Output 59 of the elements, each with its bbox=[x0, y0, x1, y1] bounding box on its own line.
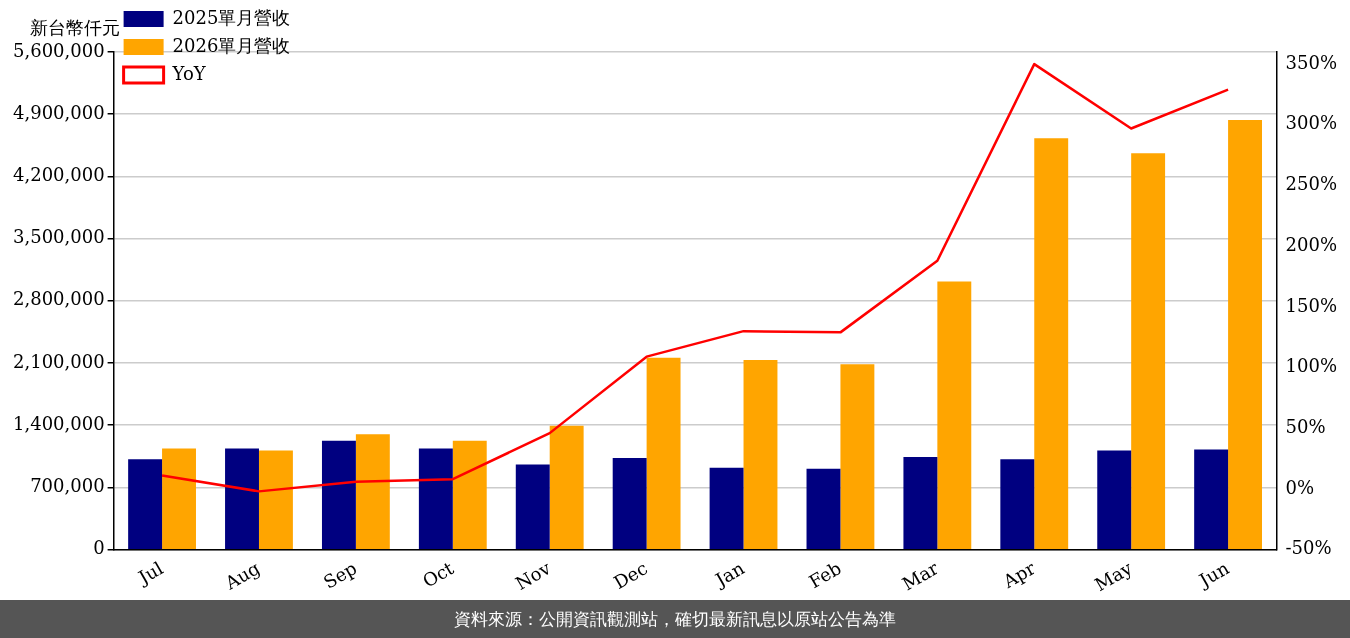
bar bbox=[162, 448, 196, 549]
bar bbox=[1131, 153, 1166, 549]
bar bbox=[1194, 449, 1229, 549]
x-tick-label: Sep bbox=[319, 557, 361, 593]
y2-tick-label: 0% bbox=[1285, 476, 1315, 498]
x-tick-label: Jun bbox=[1193, 557, 1233, 592]
bar bbox=[1097, 450, 1132, 549]
y-tick-label: 700,000 bbox=[30, 475, 105, 497]
bar bbox=[1000, 459, 1035, 549]
y-tick-label: 2,100,000 bbox=[13, 350, 105, 372]
y-tick-label: 3,500,000 bbox=[13, 226, 105, 248]
y-tick-label: 4,900,000 bbox=[13, 101, 105, 123]
bar bbox=[225, 448, 259, 549]
x-tick-label: Oct bbox=[418, 556, 458, 592]
y-axis-title: 新台幣仟元 bbox=[30, 17, 120, 38]
y2-tick-label: 150% bbox=[1285, 294, 1338, 316]
y-tick-label: 1,400,000 bbox=[13, 412, 105, 434]
x-tick-label: Jul bbox=[132, 557, 167, 589]
bar bbox=[128, 459, 163, 549]
y-tick-label: 4,200,000 bbox=[13, 164, 105, 186]
y2-tick-label: -50% bbox=[1285, 537, 1332, 559]
bar bbox=[258, 450, 293, 549]
bar bbox=[452, 440, 487, 549]
y2-tick-label: 200% bbox=[1285, 233, 1338, 255]
y2-tick-label: 100% bbox=[1285, 355, 1338, 377]
bar bbox=[1034, 138, 1069, 549]
bar bbox=[1228, 119, 1262, 549]
bar bbox=[937, 281, 972, 549]
y-tick-label: 5,600,000 bbox=[13, 39, 105, 61]
source-note: 資料來源：公開資訊觀測站，確切最新訊息以原站公告為準 bbox=[454, 607, 896, 631]
legend-label: YoY bbox=[171, 62, 207, 84]
legend-label: 2025單月營收 bbox=[172, 6, 291, 28]
bar bbox=[806, 468, 841, 549]
x-tick-label: Dec bbox=[610, 557, 651, 594]
bar bbox=[903, 457, 938, 549]
y2-tick-label: 350% bbox=[1285, 51, 1338, 73]
y2-tick-label: 50% bbox=[1285, 415, 1326, 437]
y2-tick-label: 300% bbox=[1285, 112, 1338, 134]
bar bbox=[840, 364, 875, 549]
x-tick-label: Mar bbox=[898, 557, 943, 595]
y-tick-label: 0 bbox=[93, 537, 105, 559]
x-tick-label: Nov bbox=[511, 556, 555, 594]
bar bbox=[355, 434, 390, 549]
bar bbox=[743, 360, 778, 549]
bar bbox=[612, 458, 647, 549]
bar bbox=[515, 464, 550, 549]
bar bbox=[709, 467, 744, 549]
x-tick-label: Jan bbox=[710, 557, 749, 592]
y2-tick-label: 250% bbox=[1285, 173, 1338, 195]
x-tick-label: Feb bbox=[805, 557, 845, 593]
x-tick-label: Aug bbox=[220, 557, 264, 595]
x-tick-label: May bbox=[1090, 556, 1137, 596]
y-tick-label: 2,800,000 bbox=[13, 288, 105, 310]
bar bbox=[549, 425, 584, 549]
bar bbox=[418, 448, 453, 549]
x-tick-label: Apr bbox=[998, 557, 1039, 593]
bar bbox=[321, 440, 356, 549]
legend-label: 2026單月營收 bbox=[172, 34, 291, 56]
bar bbox=[646, 357, 681, 549]
